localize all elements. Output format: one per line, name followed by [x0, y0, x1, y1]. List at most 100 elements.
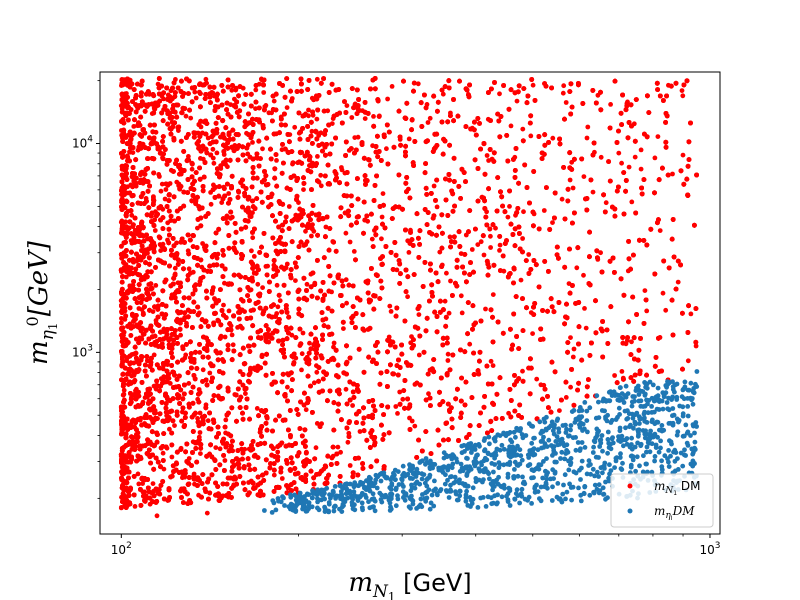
red-series-point [167, 426, 172, 432]
red-series-point [416, 352, 422, 358]
red-series-point [329, 121, 335, 126]
red-series-point [567, 177, 573, 183]
red-series-point [568, 384, 573, 390]
red-series-point [229, 332, 235, 338]
red-series-point [214, 255, 220, 261]
red-series-point [200, 367, 206, 373]
red-series-point [172, 265, 178, 271]
red-series-point [448, 278, 453, 284]
red-series-point [427, 115, 433, 121]
red-series-point [271, 98, 277, 104]
red-series-point [135, 471, 141, 477]
red-series-point [520, 126, 526, 132]
red-series-point [210, 146, 216, 152]
red-series-point [447, 234, 453, 240]
red-series-point [437, 249, 443, 255]
red-series-point [314, 369, 320, 375]
red-series-point [313, 445, 319, 451]
red-series-point [323, 224, 329, 230]
red-series-point [205, 418, 211, 424]
red-series-point [497, 248, 502, 253]
red-series-point [520, 368, 525, 374]
red-series-point [629, 339, 634, 345]
red-series-point [169, 454, 175, 460]
red-series-point [626, 164, 632, 170]
red-series-point [584, 135, 590, 141]
red-series-point [484, 153, 490, 158]
red-series-point [217, 446, 223, 452]
red-series-point [385, 96, 390, 102]
red-series-point [490, 363, 496, 368]
red-series-point [541, 208, 547, 213]
red-series-point [409, 418, 415, 424]
red-series-point [561, 83, 567, 89]
red-series-point [178, 280, 184, 286]
red-series-point [307, 340, 312, 346]
red-series-point [644, 308, 650, 314]
red-series-point [679, 88, 685, 93]
red-series-point [458, 251, 464, 256]
red-series-point [520, 236, 525, 241]
red-series-point [161, 466, 167, 472]
red-series-point [221, 302, 226, 308]
red-series-point [352, 135, 358, 141]
red-series-point [530, 331, 535, 336]
red-series-point [431, 183, 437, 189]
red-series-point [384, 146, 389, 152]
red-series-point [570, 185, 576, 191]
red-series-point [497, 91, 502, 97]
red-series-point [598, 154, 604, 160]
red-series-point [198, 451, 203, 456]
red-series-point [488, 233, 493, 239]
red-series-point [343, 386, 349, 392]
red-series-point [160, 366, 166, 372]
red-series-point [619, 369, 625, 374]
red-series-point [261, 90, 267, 95]
red-series-point [197, 430, 203, 435]
red-series-point [351, 249, 357, 254]
red-series-point [488, 358, 494, 364]
red-series-point [161, 96, 166, 102]
red-series-point [325, 108, 331, 114]
red-series-point [652, 155, 658, 161]
red-series-point [380, 191, 386, 197]
red-series-point [344, 300, 349, 306]
red-series-point [657, 228, 663, 234]
red-series-point [253, 87, 259, 93]
red-series-point [488, 245, 493, 250]
red-series-point [459, 310, 465, 316]
red-series-point [306, 107, 311, 113]
red-series-point [528, 133, 534, 139]
red-series-point [162, 196, 168, 202]
red-series-point [514, 98, 520, 104]
red-series-point [343, 230, 349, 236]
red-series-point [229, 87, 235, 93]
red-series-point [140, 481, 146, 486]
red-series-point [508, 123, 514, 129]
red-series-point [425, 120, 431, 125]
red-series-point [416, 312, 422, 317]
red-series-point [260, 146, 265, 152]
red-series-point [186, 266, 192, 272]
red-series-point [483, 306, 488, 312]
red-series-point [338, 449, 343, 455]
red-series-point [303, 407, 309, 413]
red-series-point [581, 272, 586, 278]
red-series-point [497, 242, 503, 248]
red-series-point [446, 310, 452, 316]
red-series-point [275, 304, 281, 310]
red-series-point [357, 429, 363, 434]
red-series-point [212, 296, 217, 301]
red-series-point [570, 354, 576, 360]
red-series-point [638, 166, 644, 172]
red-series-point [300, 330, 306, 336]
red-series-point [128, 333, 134, 338]
red-series-point [493, 225, 498, 231]
red-series-point [434, 204, 440, 210]
red-series-point [243, 391, 248, 396]
red-series-point [219, 200, 225, 206]
red-series-point [237, 369, 243, 374]
red-series-point [331, 344, 336, 350]
red-series-point [478, 239, 484, 245]
